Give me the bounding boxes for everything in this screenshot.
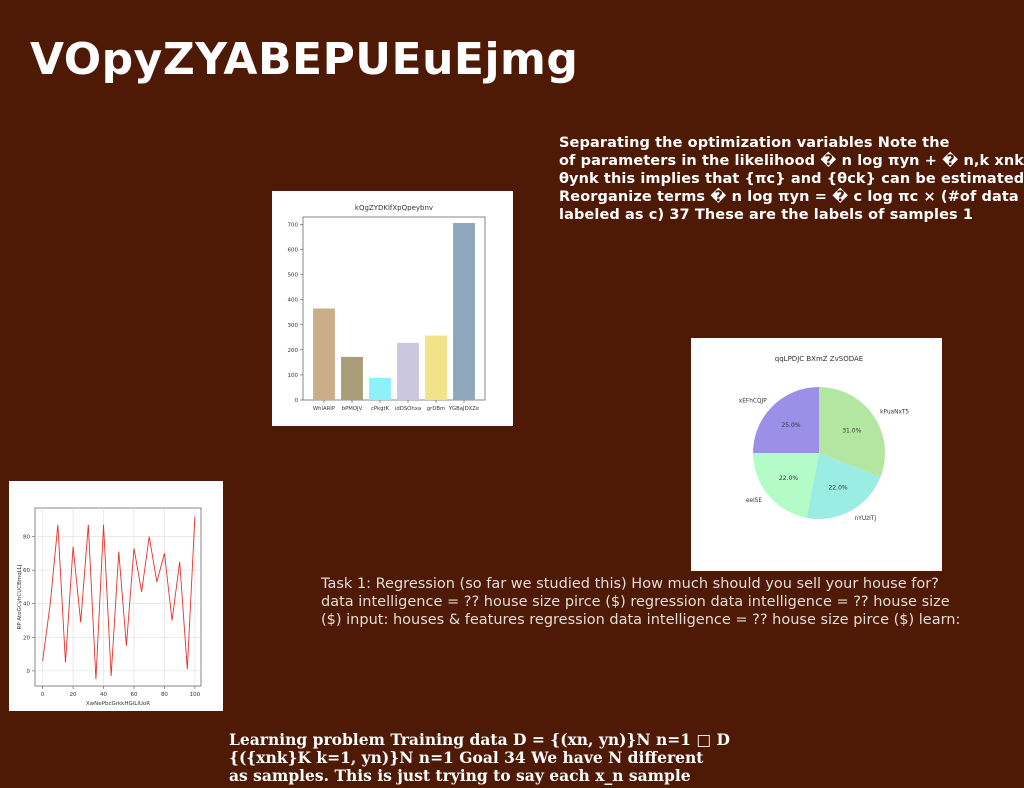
bar [453, 223, 475, 400]
y-tick-label: 0 [27, 669, 31, 675]
x-tick-label: 0 [41, 692, 45, 698]
slice-label: kPuaNxT5 [880, 409, 909, 415]
x-tick-label: 60 [130, 692, 137, 698]
y-tick-label: 40 [23, 602, 30, 608]
y-tick-label: 400 [288, 298, 299, 304]
bar [397, 342, 419, 400]
optimization-paragraph: Separating the optimization variables No… [559, 134, 1024, 224]
bar-chart-panel: kQgZYDKlfXpQpeybnv 0 100 200 300 400 500 600 700… [272, 191, 513, 426]
y-tick-label: 20 [23, 635, 30, 641]
y-tick-label: 700 [288, 223, 299, 229]
text-line: θynk this implies that {πc} and {θck} ca… [559, 171, 1024, 187]
bar [313, 308, 335, 400]
page-title: VOpyZYABEPUEuEjmg [30, 34, 579, 85]
regression-task-paragraph: Task 1: Regression (so far we studied th… [321, 575, 961, 629]
y-tick-label: 80 [23, 535, 30, 541]
slice-label: nYUzITJ [855, 516, 877, 522]
slice-label: xEFhCQJP [739, 399, 767, 405]
bar [369, 377, 391, 400]
y-tick-label: 300 [288, 323, 299, 329]
series-line [42, 516, 196, 680]
slice-percent-label: 22.0% [779, 475, 798, 482]
chart-title: kQgZYDKlfXpQpeybnv [355, 204, 433, 212]
x-tick-label: grDBm [427, 406, 445, 412]
y-tick-label: 200 [288, 348, 299, 354]
slice-percent-label: 25.0% [781, 422, 800, 429]
slice-percent-label: 31.0% [842, 428, 861, 435]
x-tick-label: 100 [190, 692, 201, 698]
text-line: Learning problem Training data D = {(xn,… [229, 730, 730, 749]
text-line: {({xnk}K k=1, yn)}N n=1 Goal 34 We have … [229, 748, 704, 767]
x-tick-label: cPkgtK [371, 406, 390, 412]
slice-label: eelSE [746, 498, 762, 504]
text-line: as samples. This is just trying to say e… [229, 766, 691, 785]
text-line: Separating the optimization variables No… [559, 135, 950, 151]
slice-percent-label: 22.0% [829, 485, 848, 492]
learning-problem-paragraph: Learning problem Training data D = {(xn,… [229, 731, 789, 785]
pie-slice [819, 387, 885, 478]
x-tick-label: 40 [100, 692, 107, 698]
y-tick-label: 0 [295, 398, 299, 404]
text-line: data intelligence = ?? house size pirce … [321, 594, 950, 610]
text-line: ($) input: houses & features regression … [321, 612, 961, 628]
x-tick-label: 20 [70, 692, 77, 698]
chart-title: qqLPDJC BXmZ ZvSODAE [775, 355, 863, 363]
x-axis-label: XwNePbcGrkkHGiLlUoR [86, 701, 150, 707]
pie-chart-panel: qqLPDJC BXmZ ZvSODAE 31.0% kPuaNxT5 22.0% nY… [691, 338, 942, 571]
bar-chart: kQgZYDKlfXpQpeybnv 0 100 200 300 400 500 600 700… [288, 204, 486, 412]
x-tick-label: bPMOJV [342, 406, 363, 412]
x-tick-label: 80 [161, 692, 168, 698]
x-tick-label: idDSOhxa [395, 406, 421, 412]
line-chart: 0 20 40 60 80 100 0 20 40 60 80 XwNePbcGrkkHGiLlUoR… [17, 507, 202, 707]
plot-frame [302, 216, 486, 401]
y-tick-label: 100 [288, 373, 299, 379]
bar [341, 356, 363, 400]
text-line: Reorganize terms � n log πyn = � c log π… [559, 189, 1019, 205]
pie-chart: qqLPDJC BXmZ ZvSODAE 31.0% kPuaNxT5 22.0% nY… [739, 355, 910, 522]
line-chart-panel: 0 20 40 60 80 100 0 20 40 60 80 XwNePbcGrkkHGiLlUoR… [9, 481, 223, 711]
y-tick-label: 60 [23, 568, 30, 574]
pie-slice [806, 453, 881, 519]
pie-slice [753, 387, 819, 453]
text-line: of parameters in the likelihood � n log … [559, 153, 1024, 169]
text-line: Task 1: Regression (so far we studied th… [321, 576, 939, 592]
y-axis-label: RP AtoGCyhCUCBmqLLJ [17, 564, 23, 629]
text-line: labeled as c) 37 These are the labels of… [559, 207, 974, 223]
x-tick-label: WhlARIP [313, 406, 336, 412]
y-tick-label: 500 [288, 273, 299, 279]
x-tick-label: YGBaJDXZe [448, 406, 479, 412]
bar [425, 335, 447, 400]
y-tick-label: 600 [288, 248, 299, 254]
pie-slice [753, 453, 819, 518]
plot-frame [34, 507, 202, 687]
